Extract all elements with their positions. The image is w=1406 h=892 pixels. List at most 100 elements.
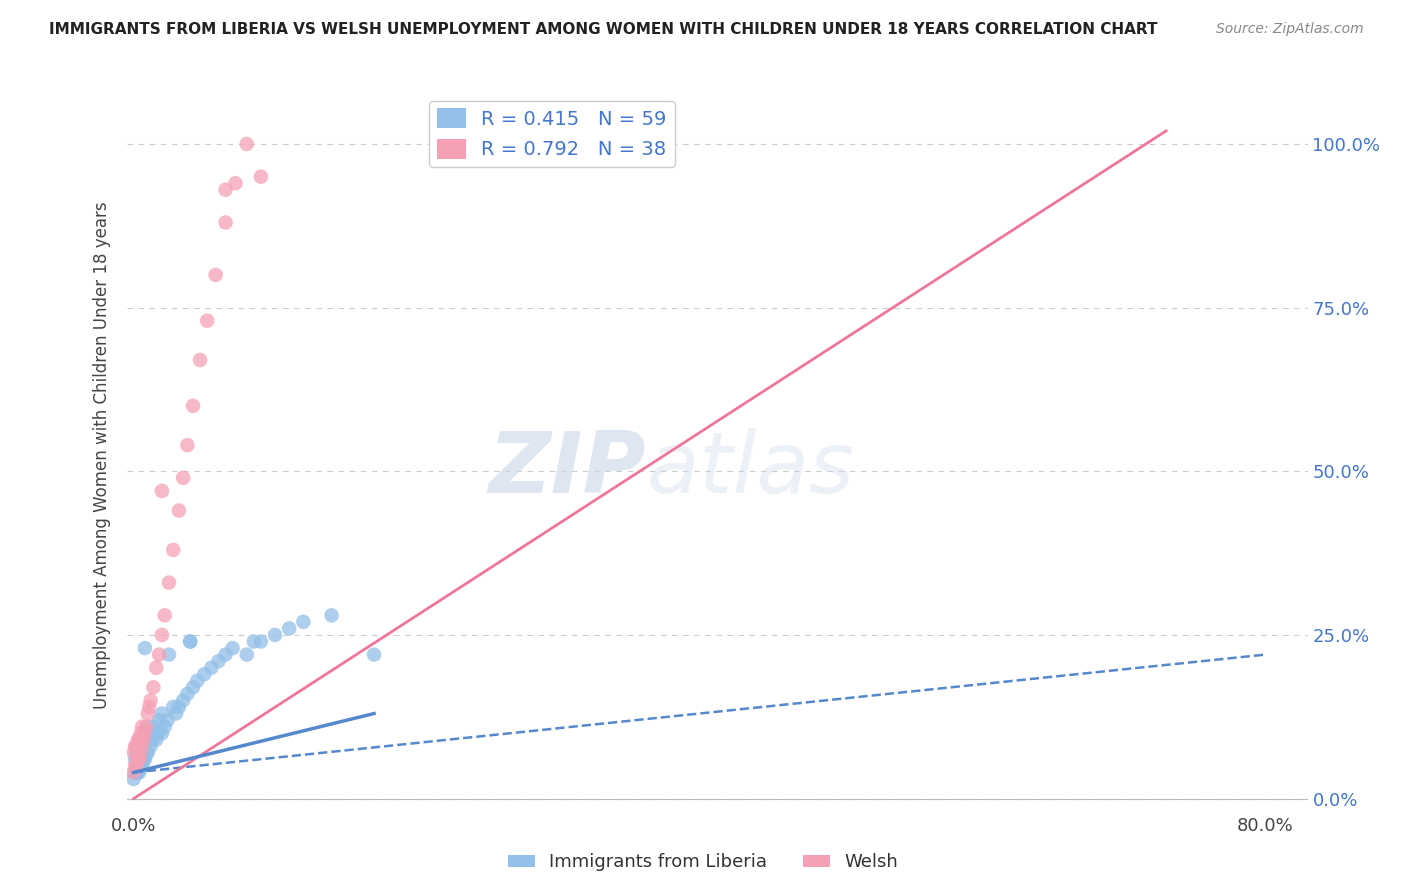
Point	[122, 765, 145, 780]
Point	[176, 687, 198, 701]
Point	[167, 700, 190, 714]
Text: Source: ZipAtlas.com: Source: ZipAtlas.com	[1216, 22, 1364, 37]
Point	[172, 471, 194, 485]
Point	[127, 752, 149, 766]
Legend: Immigrants from Liberia, Welsh: Immigrants from Liberia, Welsh	[501, 847, 905, 879]
Point	[136, 732, 159, 747]
Point	[141, 732, 163, 747]
Point	[134, 752, 156, 766]
Point	[142, 726, 165, 740]
Text: IMMIGRANTS FROM LIBERIA VS WELSH UNEMPLOYMENT AMONG WOMEN WITH CHILDREN UNDER 18: IMMIGRANTS FROM LIBERIA VS WELSH UNEMPLO…	[49, 22, 1157, 37]
Point	[128, 752, 150, 766]
Point	[127, 732, 149, 747]
Point	[129, 759, 152, 773]
Point	[148, 648, 170, 662]
Point	[127, 765, 149, 780]
Point	[150, 483, 173, 498]
Legend: R = 0.415   N = 59, R = 0.792   N = 38: R = 0.415 N = 59, R = 0.792 N = 38	[429, 101, 675, 167]
Point	[214, 648, 236, 662]
Point	[122, 746, 145, 760]
Point	[138, 700, 160, 714]
Point	[195, 314, 218, 328]
Point	[162, 700, 184, 714]
Point	[125, 765, 148, 780]
Point	[131, 759, 153, 773]
Point	[181, 399, 204, 413]
Point	[172, 693, 194, 707]
Point	[134, 726, 156, 740]
Point	[250, 169, 273, 184]
Point	[129, 726, 152, 740]
Point	[236, 136, 259, 151]
Point	[135, 746, 157, 760]
Point	[236, 648, 259, 662]
Point	[136, 706, 159, 721]
Point	[193, 667, 215, 681]
Point	[153, 720, 176, 734]
Text: ZIP: ZIP	[488, 427, 647, 511]
Point	[136, 720, 159, 734]
Point	[221, 641, 243, 656]
Point	[207, 654, 229, 668]
Point	[128, 739, 150, 754]
Point	[186, 673, 208, 688]
Point	[129, 732, 152, 747]
Point	[124, 759, 146, 773]
Point	[132, 732, 155, 747]
Point	[128, 752, 150, 766]
Point	[136, 746, 159, 760]
Point	[146, 726, 169, 740]
Point	[150, 706, 173, 721]
Point	[363, 648, 385, 662]
Point	[167, 503, 190, 517]
Point	[250, 634, 273, 648]
Point	[135, 720, 157, 734]
Point	[142, 681, 165, 695]
Point	[292, 615, 315, 629]
Point	[128, 765, 150, 780]
Point	[214, 215, 236, 229]
Text: atlas: atlas	[647, 427, 855, 511]
Point	[139, 739, 162, 754]
Point	[224, 176, 246, 190]
Point	[131, 739, 153, 754]
Point	[204, 268, 226, 282]
Point	[122, 772, 145, 786]
Point	[132, 732, 155, 747]
Y-axis label: Unemployment Among Women with Children Under 18 years: Unemployment Among Women with Children U…	[93, 201, 111, 709]
Point	[162, 542, 184, 557]
Point	[176, 438, 198, 452]
Point	[264, 628, 287, 642]
Point	[150, 726, 173, 740]
Point	[150, 628, 173, 642]
Point	[145, 732, 167, 747]
Point	[200, 661, 222, 675]
Point	[157, 648, 180, 662]
Point	[243, 634, 266, 648]
Point	[134, 641, 156, 656]
Point	[124, 765, 146, 780]
Point	[127, 739, 149, 754]
Point	[129, 746, 152, 760]
Point	[139, 693, 162, 707]
Point	[124, 752, 146, 766]
Point	[165, 706, 187, 721]
Point	[157, 575, 180, 590]
Point	[145, 661, 167, 675]
Point	[134, 739, 156, 754]
Point	[181, 681, 204, 695]
Point	[129, 746, 152, 760]
Point	[143, 720, 166, 734]
Point	[278, 621, 301, 635]
Point	[127, 752, 149, 766]
Point	[135, 726, 157, 740]
Point	[321, 608, 343, 623]
Point	[124, 739, 146, 754]
Point	[156, 713, 179, 727]
Point	[125, 759, 148, 773]
Point	[131, 720, 153, 734]
Point	[132, 752, 155, 766]
Point	[128, 732, 150, 747]
Point	[125, 739, 148, 754]
Point	[188, 353, 211, 368]
